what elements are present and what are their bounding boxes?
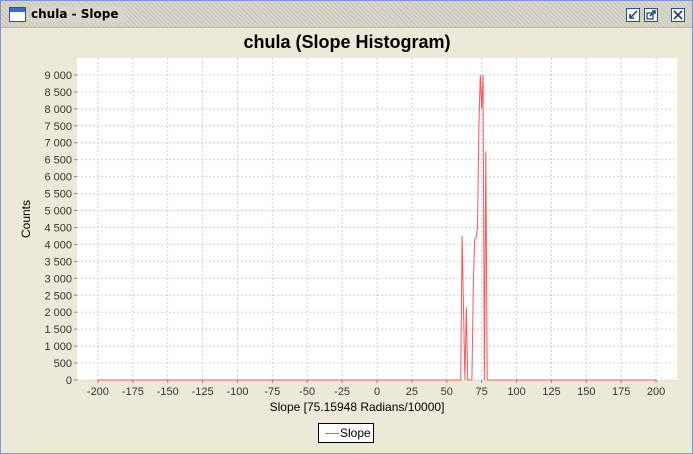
y-tick-label: 5 000	[44, 206, 72, 218]
y-tick-label: 8 500	[44, 87, 72, 99]
x-axis-label: Slope [75.15948 Radians/10000]	[270, 400, 445, 414]
x-tick-label: 150	[577, 386, 595, 398]
y-tick-label: 4 000	[44, 239, 72, 251]
x-tick-label: 125	[542, 386, 560, 398]
x-axis: -200 -175 -150 -125 -100 -75 -50 -25 0 25 50 75 100 1…	[87, 380, 665, 398]
title-bar[interactable]: chula - Slope	[1, 1, 692, 28]
x-tick-label: 75	[476, 386, 488, 398]
y-axis: 0 500 1 000 1 500 2 000 2 500 3 000 3 500 4 000 4…	[44, 70, 77, 387]
legend-swatch	[325, 433, 339, 434]
x-tick-label: -100	[226, 386, 248, 398]
series-line-slope	[97, 74, 657, 381]
chart-panel: chula (Slope Histogram) 0 500 1 000 1 500 2 …	[6, 28, 687, 448]
legend-label: Slope	[340, 426, 371, 440]
iconify-button[interactable]	[626, 8, 640, 22]
maximize-icon	[646, 10, 656, 20]
grid	[77, 58, 677, 381]
legend: Slope	[318, 423, 374, 443]
x-tick-label: -175	[122, 386, 144, 398]
y-tick-label: 9 000	[44, 70, 72, 82]
x-tick-label: 100	[507, 386, 525, 398]
x-tick-label: -200	[87, 386, 109, 398]
y-tick-label: 500	[54, 358, 72, 370]
x-tick-label: -25	[334, 386, 350, 398]
y-tick-label: 6 500	[44, 155, 72, 167]
x-tick-label: -75	[264, 386, 280, 398]
x-tick-label: 200	[647, 386, 665, 398]
iconify-icon	[629, 10, 638, 19]
x-tick-label: 175	[612, 386, 630, 398]
close-button[interactable]	[671, 8, 685, 22]
y-tick-label: 3 000	[44, 273, 72, 285]
window-title: chula - Slope	[31, 6, 125, 22]
x-tick-label: 50	[441, 386, 453, 398]
x-tick-label: -150	[157, 386, 179, 398]
series-layer	[97, 74, 657, 381]
y-tick-label: 7 000	[44, 138, 72, 150]
x-tick-label: -50	[299, 386, 315, 398]
y-tick-label: 0	[66, 375, 72, 387]
y-tick-label: 1 500	[44, 324, 72, 336]
y-tick-label: 2 500	[44, 290, 72, 302]
chart-title: chula (Slope Histogram)	[243, 32, 450, 52]
y-tick-label: 4 500	[44, 222, 72, 234]
y-tick-label: 7 500	[44, 121, 72, 133]
y-tick-label: 3 500	[44, 256, 72, 268]
x-tick-label: 0	[374, 386, 380, 398]
y-tick-label: 6 000	[44, 172, 72, 184]
y-tick-label: 1 000	[44, 341, 72, 353]
close-icon	[673, 10, 683, 20]
x-tick-label: 25	[406, 386, 418, 398]
x-tick-label: -125	[192, 386, 214, 398]
maximize-button[interactable]	[644, 8, 658, 22]
y-axis-label: Counts	[19, 200, 33, 238]
y-tick-label: 2 000	[44, 307, 72, 319]
y-tick-label: 8 000	[44, 104, 72, 116]
window-icon	[9, 7, 26, 22]
y-tick-label: 5 500	[44, 189, 72, 201]
